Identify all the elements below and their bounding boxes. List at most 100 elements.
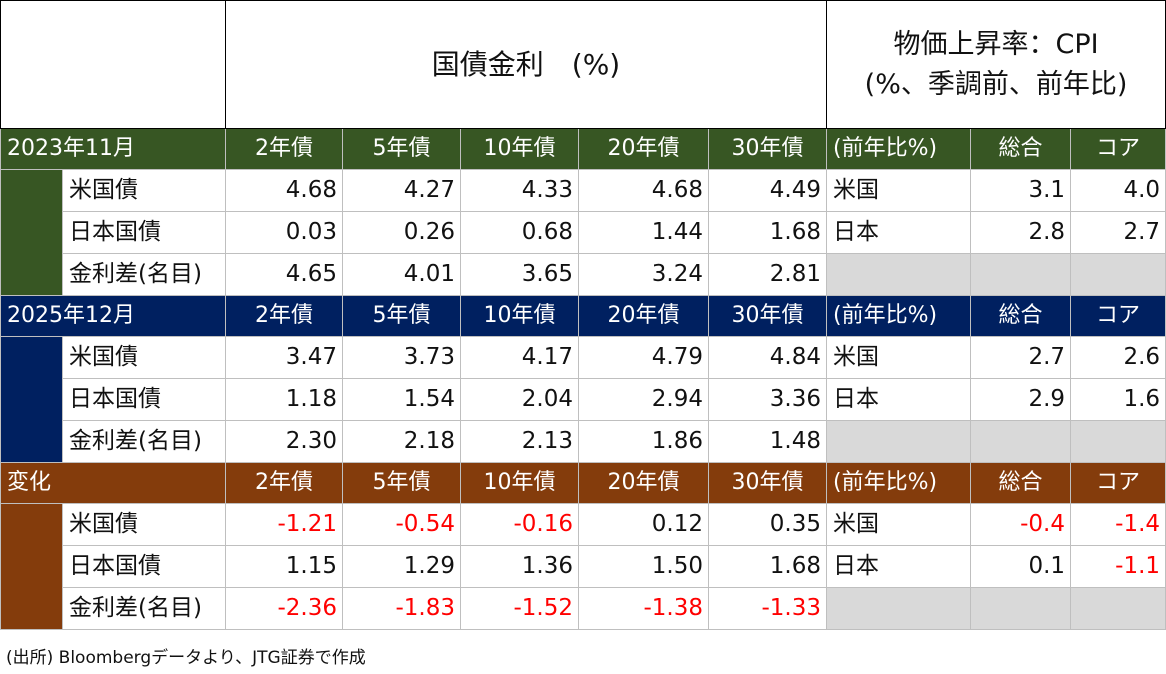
tenor-header: 20年債 (578, 295, 709, 337)
yield-value: 2.18 (342, 420, 461, 463)
yield-value: -1.38 (578, 587, 709, 630)
tenor-header: 5年債 (342, 295, 461, 337)
yield-value: 1.68 (707, 211, 828, 254)
row-label: 金利差(名目) (62, 253, 226, 296)
table-row: 米国債 3.47 3.73 4.17 4.79 4.84 米国 2.7 2.6 (0, 336, 1166, 463)
row-label: 日本国債 (62, 545, 226, 588)
section-label: 変化 (0, 462, 226, 504)
row-label: 米国債 (62, 169, 226, 212)
cpi-value: 2.9 (970, 378, 1072, 421)
table-row: 日本国債 0.03 0.26 0.68 1.44 1.68 日本 2.8 2.7 (1, 211, 1166, 254)
cpi-total-header: 総合 (970, 128, 1072, 170)
yield-value: 1.54 (342, 378, 461, 421)
cpi-total-header: 総合 (970, 462, 1072, 504)
yield-value: 2.94 (578, 378, 709, 421)
yield-value: 3.24 (578, 253, 709, 296)
table-row: 日本国債 1.18 1.54 2.04 2.94 3.36 日本 2.9 1.6 (1, 378, 1166, 421)
yield-value: 3.36 (707, 378, 828, 421)
yield-value: 4.68 (578, 169, 709, 212)
tenor-header: 10年債 (460, 462, 579, 504)
yield-value: 0.68 (460, 211, 579, 254)
cpi-country-label: 日本 (826, 211, 972, 254)
yield-value: 0.12 (578, 503, 709, 546)
row-label: 金利差(名目) (62, 587, 226, 630)
section-header-row: 2025年12月 2年債 5年債 10年債 20年債 30年債 (前年比%) 総合 コア (0, 295, 1166, 337)
cpi-core-header: コア (1070, 295, 1166, 337)
section-color-stripe (0, 503, 63, 630)
tenor-header: 2年債 (225, 128, 343, 170)
yield-value: 2.81 (707, 253, 828, 296)
cpi-value: -1.1 (1070, 545, 1166, 588)
table-row: 金利差(名目) 2.30 2.18 2.13 1.86 1.48 (1, 420, 1166, 463)
cpi-title-line2: (%、季調前、前年比) (864, 68, 1128, 100)
yield-value: 4.79 (578, 336, 709, 379)
cpi-empty-cell (1070, 420, 1166, 463)
yield-value: 1.48 (707, 420, 828, 463)
yield-value: 2.04 (460, 378, 579, 421)
yield-value: 4.33 (460, 169, 579, 212)
yield-value: 0.03 (225, 211, 343, 254)
cpi-country-label: 米国 (826, 336, 972, 379)
yield-cpi-table: 国債金利 (%) 物価上昇率：CPI (%、季調前、前年比) 2023年11月 2… (0, 0, 1166, 630)
yield-value: 4.27 (342, 169, 461, 212)
cpi-title: 物価上昇率：CPI (%、季調前、前年比) (826, 0, 1166, 129)
table-row: 米国債 4.68 4.27 4.33 4.68 4.49 米国 3.1 4.0 (0, 169, 1166, 296)
cpi-value: -0.4 (970, 503, 1072, 546)
yield-value: 1.68 (707, 545, 828, 588)
cpi-value: 2.7 (970, 336, 1072, 379)
yield-value: 1.15 (225, 545, 343, 588)
table-row: 金利差(名目) 4.65 4.01 3.65 3.24 2.81 (1, 253, 1166, 296)
tenor-header: 10年債 (460, 295, 579, 337)
cpi-value: 2.6 (1070, 336, 1166, 379)
header-empty-cell (0, 0, 226, 129)
source-note: (出所) Bloombergデータより、JTG証券で作成 (6, 648, 366, 668)
cpi-value: 2.7 (1070, 211, 1166, 254)
yield-value: 3.65 (460, 253, 579, 296)
yield-value: 1.86 (578, 420, 709, 463)
table-row: 金利差(名目) -2.36 -1.83 -1.52 -1.38 -1.33 (1, 587, 1166, 630)
tenor-header: 30年債 (707, 462, 828, 504)
header-row: 国債金利 (%) 物価上昇率：CPI (%、季調前、前年比) (0, 0, 1166, 129)
cpi-empty-cell (970, 253, 1072, 296)
yield-value: 2.30 (225, 420, 343, 463)
tenor-header: 10年債 (460, 128, 579, 170)
table-row: 米国債 -1.21 -0.54 -0.16 0.12 0.35 米国 -0.4 -1.4 (0, 503, 1166, 630)
cpi-value: 0.1 (970, 545, 1072, 588)
cpi-value: 4.0 (1070, 169, 1166, 212)
yield-value: 1.29 (342, 545, 461, 588)
yield-value: 4.49 (707, 169, 828, 212)
yield-value: 1.44 (578, 211, 709, 254)
cpi-value: 1.6 (1070, 378, 1166, 421)
section-color-stripe (0, 169, 63, 296)
cpi-core-header: コア (1070, 128, 1166, 170)
row-label: 日本国債 (62, 211, 226, 254)
yield-value: -1.52 (460, 587, 579, 630)
cpi-empty-cell (970, 420, 1072, 463)
row-label: 金利差(名目) (62, 420, 226, 463)
yield-value: 4.68 (225, 169, 343, 212)
yield-value: -0.54 (342, 503, 461, 546)
section-header-row: 2023年11月 2年債 5年債 10年債 20年債 30年債 (前年比%) 総合 コア (0, 128, 1166, 170)
row-label: 米国債 (62, 336, 226, 379)
cpi-country-label: 日本 (826, 545, 972, 588)
yield-value: 4.84 (707, 336, 828, 379)
tenor-header: 30年債 (707, 128, 828, 170)
yield-value: 4.65 (225, 253, 343, 296)
section-label: 2025年12月 (0, 295, 226, 337)
cpi-country-label: 米国 (826, 503, 972, 546)
tenor-header: 5年債 (342, 128, 461, 170)
section-header-row: 変化 2年債 5年債 10年債 20年債 30年債 (前年比%) 総合 コア (0, 462, 1166, 504)
row-label: 米国債 (62, 503, 226, 546)
yield-value: 0.35 (707, 503, 828, 546)
cpi-total-header: 総合 (970, 295, 1072, 337)
tenor-header: 30年債 (707, 295, 828, 337)
row-label: 日本国債 (62, 378, 226, 421)
yield-value: 3.73 (342, 336, 461, 379)
yield-value: -1.33 (707, 587, 828, 630)
cpi-country-label: 米国 (826, 169, 972, 212)
yield-value: 2.13 (460, 420, 579, 463)
cpi-value: 3.1 (970, 169, 1072, 212)
yield-value: 1.18 (225, 378, 343, 421)
yield-value: 3.47 (225, 336, 343, 379)
cpi-empty-cell (826, 587, 972, 630)
